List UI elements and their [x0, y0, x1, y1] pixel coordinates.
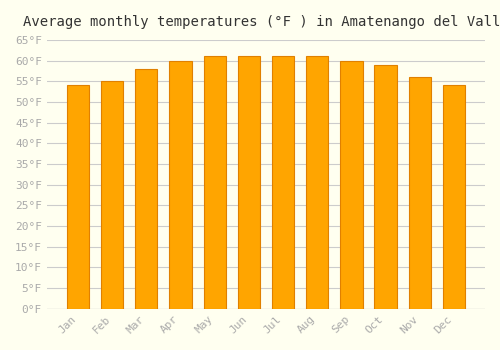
- Bar: [408, 77, 431, 309]
- Bar: [340, 61, 362, 309]
- Bar: [67, 85, 89, 309]
- Bar: [238, 56, 260, 309]
- Bar: [204, 56, 226, 309]
- Bar: [170, 61, 192, 309]
- Bar: [306, 56, 328, 309]
- Title: Average monthly temperatures (°F ) in Amatenango del Valle: Average monthly temperatures (°F ) in Am…: [23, 15, 500, 29]
- Bar: [443, 85, 465, 309]
- Bar: [374, 65, 396, 309]
- Bar: [135, 69, 158, 309]
- Bar: [272, 56, 294, 309]
- Bar: [101, 81, 123, 309]
